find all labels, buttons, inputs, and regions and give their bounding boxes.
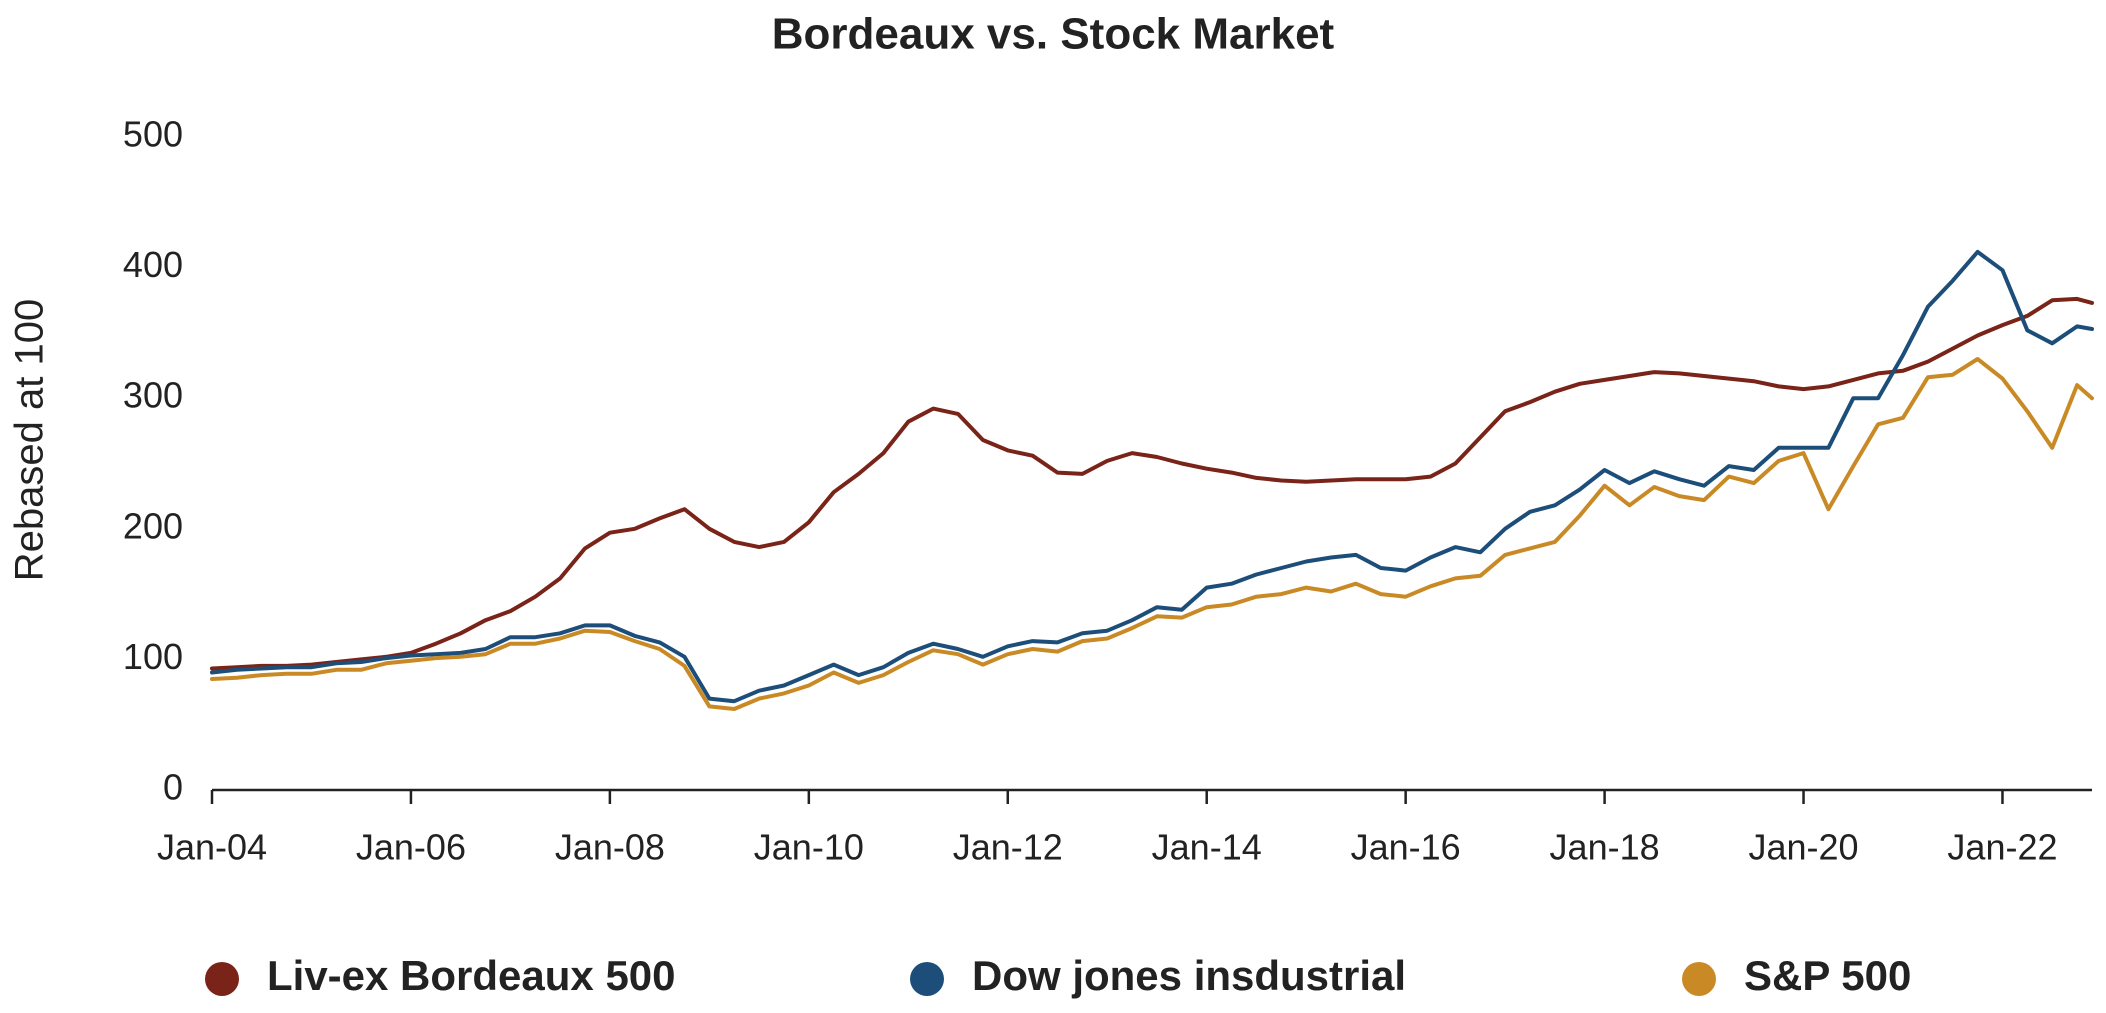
- data-line: [210, 249, 2094, 704]
- legend-label: Liv-ex Bordeaux 500: [267, 952, 676, 999]
- y-axis-label: Rebased at 100: [8, 299, 52, 581]
- y-tick-label: 300: [123, 375, 183, 416]
- y-tick-label: 400: [123, 244, 183, 285]
- legend-label: S&P 500: [1744, 952, 1911, 999]
- x-tick-label: Jan-22: [1947, 827, 2057, 868]
- x-tick-label: Jan-18: [1550, 827, 1660, 868]
- x-tick-label: Jan-06: [356, 827, 466, 868]
- y-tick-label: 100: [123, 636, 183, 677]
- legend-marker: [205, 962, 239, 996]
- data-line: [210, 296, 2094, 671]
- x-tick-label: Jan-08: [555, 827, 665, 868]
- legend-label: Dow jones insdustrial: [972, 952, 1406, 999]
- x-tick-label: Jan-14: [1152, 827, 1262, 868]
- data-line: [210, 357, 2094, 711]
- y-tick-label: 500: [123, 114, 183, 155]
- y-tick-label: 200: [123, 505, 183, 546]
- chart-title: Bordeaux vs. Stock Market: [772, 10, 1335, 59]
- legend-marker: [1682, 962, 1716, 996]
- legend-marker: [910, 962, 944, 996]
- x-tick-label: Jan-10: [754, 827, 864, 868]
- x-tick-label: Jan-20: [1748, 827, 1858, 868]
- x-tick-label: Jan-12: [953, 827, 1063, 868]
- x-tick-label: Jan-16: [1351, 827, 1461, 868]
- y-tick-label: 0: [163, 767, 183, 808]
- x-tick-label: Jan-04: [157, 827, 267, 868]
